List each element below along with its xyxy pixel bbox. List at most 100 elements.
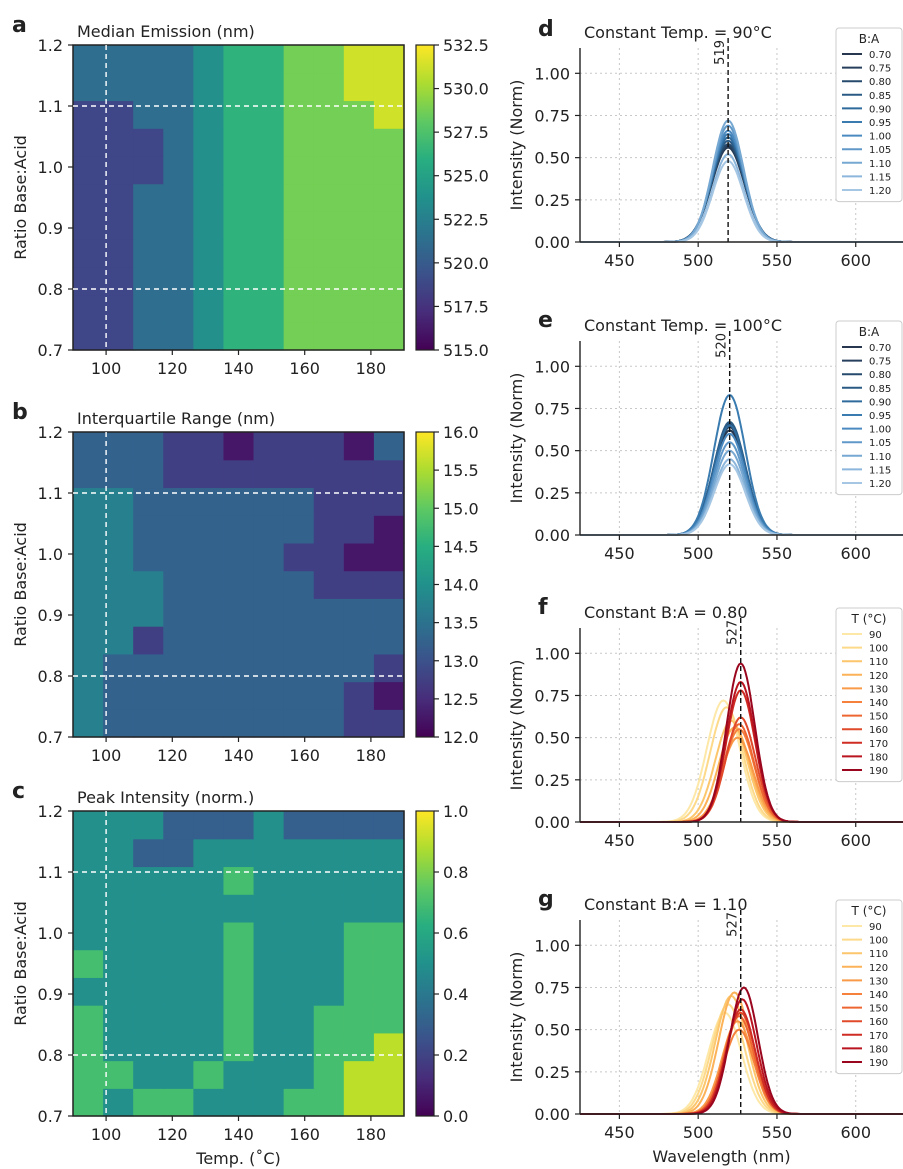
heatmap-cell <box>373 626 405 655</box>
heatmap-cell <box>253 894 285 923</box>
heatmap-cell <box>163 681 194 710</box>
heatmap-cell <box>313 626 345 655</box>
heatmap-cell <box>163 45 194 74</box>
x-tick-label: 500 <box>683 831 714 850</box>
legend-label: 0.85 <box>869 91 891 102</box>
legend-label: 0.80 <box>869 77 891 88</box>
heatmap-cell <box>223 266 255 296</box>
heatmap-cell <box>133 977 164 1006</box>
heatmap-cell <box>253 211 285 240</box>
heatmap-cell <box>343 542 375 572</box>
x-tick-label: 500 <box>683 1123 714 1142</box>
heatmap-cell <box>73 681 104 710</box>
heatmap-cell <box>133 866 164 895</box>
heatmap-cell <box>163 322 194 351</box>
heatmap-cell <box>343 1060 375 1089</box>
legend-label: 150 <box>869 712 888 723</box>
y-tick-label: 1.0 <box>38 924 63 943</box>
heatmap-cell <box>163 515 194 544</box>
legend-label: 0.95 <box>869 411 891 422</box>
heatmap-cell <box>223 1060 255 1089</box>
heatmap-cell <box>283 1060 315 1089</box>
heatmap-cell <box>103 626 134 655</box>
heatmap-cell <box>373 128 405 157</box>
x-axis-label: Temp. (˚C) <box>195 1149 280 1168</box>
heatmap-cell <box>133 432 164 461</box>
heatmap-cell <box>103 1005 134 1034</box>
heatmap-cell <box>343 626 375 655</box>
y-tick-label: 0.9 <box>38 606 63 625</box>
heatmap-cell <box>103 45 134 74</box>
y-tick-label: 1.00 <box>534 644 570 663</box>
heatmap-cell <box>193 239 225 268</box>
heatmap-cell <box>343 977 375 1006</box>
heatmap-cell <box>343 459 375 489</box>
x-tick-label: 600 <box>840 1123 871 1142</box>
heatmap-cell <box>343 570 375 599</box>
heatmap-cell <box>283 128 315 157</box>
x-tick-label: 120 <box>157 359 188 378</box>
y-tick-label: 0.25 <box>534 1063 570 1082</box>
heatmap-cell <box>163 128 194 157</box>
heatmap-cell <box>133 894 164 923</box>
heatmap-cell <box>223 542 255 572</box>
heatmap-cell <box>73 183 104 212</box>
heatmap-cell <box>373 811 405 840</box>
colorbar-tick-label: 0.6 <box>443 924 468 943</box>
y-tick-label: 1.00 <box>534 64 570 83</box>
heatmap-cell <box>283 211 315 240</box>
heatmap-cell <box>193 1005 225 1034</box>
heatmap-cell <box>133 211 164 240</box>
heatmap-cell <box>193 949 225 978</box>
x-tick-label: 550 <box>762 831 793 850</box>
y-tick-label: 0.00 <box>534 813 570 832</box>
heatmap-cell <box>223 598 255 627</box>
legend-label: 110 <box>869 657 888 668</box>
spectrum-panel-g: 527 450 500 550 600 0.00 0.25 0.50 0.75 1.00 Const… <box>507 887 903 1166</box>
y-tick-label: 0.25 <box>534 771 570 790</box>
heatmap-cells <box>73 811 405 1117</box>
heatmap-cells <box>73 432 405 738</box>
heatmap-cell <box>373 322 405 351</box>
heatmap-cell <box>223 322 255 351</box>
heatmap-cell <box>73 459 104 489</box>
heatmap-cell <box>373 183 405 212</box>
x-tick-label: 100 <box>91 1125 122 1144</box>
heatmap-cell <box>133 239 164 268</box>
heatmap-cell <box>103 515 134 544</box>
peak-marker-label: 527 <box>726 620 741 645</box>
colorbar-tick-label: 0.4 <box>443 985 468 1004</box>
heatmap-cell <box>193 709 225 738</box>
heatmap-cell <box>253 626 285 655</box>
y-tick-label: 1.2 <box>38 36 63 55</box>
heatmap-cell <box>163 239 194 268</box>
heatmap-cell <box>373 709 405 738</box>
heatmap-cell <box>343 921 375 951</box>
y-tick-label: 1.1 <box>38 863 63 882</box>
heatmap-cell <box>133 183 164 212</box>
heatmap-cell <box>163 155 194 185</box>
heatmap-cell <box>193 653 225 683</box>
panel-letter: a <box>12 13 27 38</box>
colorbar-tick-label: 0.0 <box>443 1107 468 1126</box>
heatmap-cell <box>103 183 134 212</box>
heatmap-cell <box>163 294 194 323</box>
heatmap-cell <box>373 432 405 461</box>
heatmap-cell <box>373 894 405 923</box>
heatmap-cell <box>343 811 375 840</box>
heatmap-cell <box>283 949 315 978</box>
heatmap-cell <box>133 949 164 978</box>
heatmap-cell <box>313 487 345 516</box>
legend-label: 1.00 <box>869 132 891 143</box>
heatmap-cell <box>283 598 315 627</box>
heatmap-cell <box>283 515 315 544</box>
legend: B:A 0.70 0.75 0.80 0.85 0.90 0.95 1.00 1.05 1.10 1… <box>835 27 903 203</box>
colorbar-tick-label: 515.0 <box>443 341 489 360</box>
legend-label: 0.70 <box>869 50 891 61</box>
heatmap-cell <box>133 487 164 516</box>
heatmap-cell <box>193 459 225 489</box>
heatmap-cell <box>313 811 345 840</box>
heatmap-cell <box>343 128 375 157</box>
heatmap-cell <box>313 128 345 157</box>
heatmap-cell <box>343 866 375 895</box>
